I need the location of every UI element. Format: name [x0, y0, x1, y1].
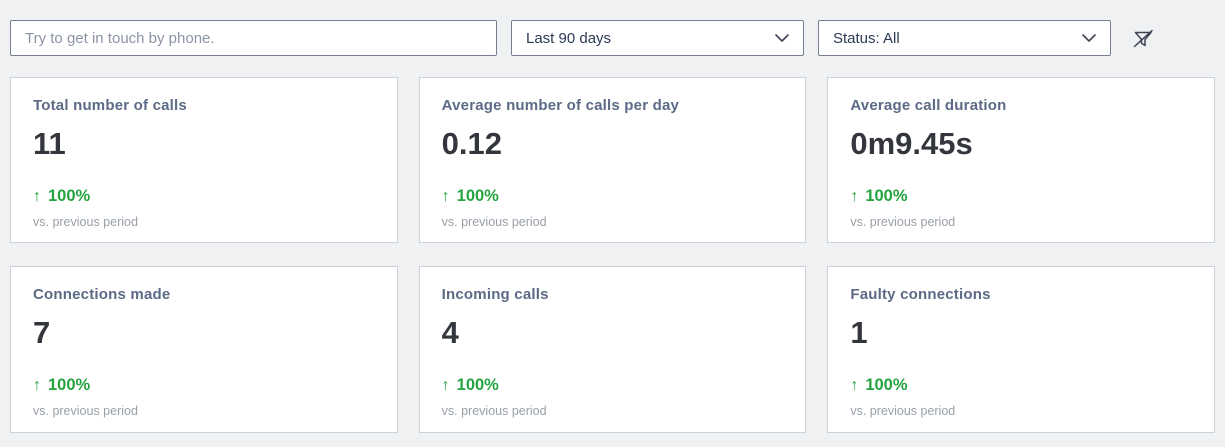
stat-card-delta: ↑ 100%	[33, 376, 375, 395]
stat-card-caption: vs. previous period	[441, 404, 547, 419]
stat-card-title: Average call duration	[850, 97, 1007, 114]
stat-card-caption: vs. previous period	[441, 215, 547, 230]
stat-card-faulty-connections: Faulty connections 1 ↑ 100% vs. previous…	[827, 266, 1215, 433]
stat-card-title: Faulty connections	[850, 286, 991, 303]
trend-up-icon: ↑	[441, 376, 450, 394]
chevron-down-icon	[1082, 34, 1096, 43]
stat-card-value: 0m9.45s	[850, 126, 973, 161]
stat-card-value: 0.12	[441, 126, 502, 161]
stat-card-incoming-calls: Incoming calls 4 ↑ 100% vs. previous per…	[418, 266, 807, 433]
stat-card-value: 11	[33, 126, 66, 161]
stat-card-caption: vs. previous period	[850, 404, 956, 419]
stat-card-delta-value: 100%	[456, 376, 499, 395]
stat-card-title: Average number of calls per day	[441, 97, 680, 114]
trend-up-icon: ↑	[33, 376, 41, 394]
stat-card-title: Connections made	[33, 286, 171, 303]
date-range-dropdown[interactable]: Last 90 days	[511, 20, 804, 56]
chevron-down-icon	[775, 34, 789, 43]
stat-card-total-calls: Total number of calls 11 ↑ 100% vs. prev…	[10, 77, 398, 243]
date-range-dropdown-value: Last 90 days	[526, 29, 612, 47]
stat-card-caption: vs. previous period	[33, 215, 138, 230]
stat-card-caption: vs. previous period	[33, 404, 138, 419]
stat-card-value: 4	[441, 315, 459, 350]
filter-bar: Last 90 days Status: All	[0, 0, 1225, 56]
stat-card-delta: ↑ 100%	[442, 187, 784, 206]
trend-up-icon: ↑	[441, 187, 450, 205]
stat-card-delta: ↑ 100%	[442, 376, 784, 395]
clear-filters-button[interactable]	[1129, 25, 1158, 52]
stat-card-avg-call-duration: Average call duration 0m9.45s ↑ 100% vs.…	[827, 77, 1215, 243]
stat-card-delta: ↑ 100%	[850, 187, 1192, 206]
stat-card-delta-value: 100%	[865, 376, 908, 395]
status-dropdown-value: Status: All	[833, 29, 900, 47]
stat-card-title: Total number of calls	[33, 97, 187, 114]
filter-off-icon	[1131, 27, 1156, 50]
stat-card-value: 7	[33, 315, 51, 350]
status-dropdown[interactable]: Status: All	[818, 20, 1111, 56]
stat-card-delta: ↑ 100%	[33, 187, 375, 206]
trend-up-icon: ↑	[850, 376, 859, 394]
stat-card-value: 1	[850, 315, 868, 350]
stat-card-delta-value: 100%	[48, 376, 91, 395]
stat-card-caption: vs. previous period	[850, 215, 956, 230]
trend-up-icon: ↑	[850, 187, 859, 205]
stat-card-connections-made: Connections made 7 ↑ 100% vs. previous p…	[10, 266, 398, 433]
stat-card-delta-value: 100%	[456, 187, 499, 206]
stats-cards-grid: Total number of calls 11 ↑ 100% vs. prev…	[0, 56, 1225, 433]
stat-card-delta-value: 100%	[865, 187, 908, 206]
stat-card-delta: ↑ 100%	[850, 376, 1192, 395]
stat-card-delta-value: 100%	[48, 187, 91, 206]
stat-card-avg-calls-per-day: Average number of calls per day 0.12 ↑ 1…	[418, 77, 807, 243]
search-input[interactable]	[10, 20, 497, 56]
stat-card-title: Incoming calls	[441, 286, 549, 303]
trend-up-icon: ↑	[33, 187, 41, 205]
